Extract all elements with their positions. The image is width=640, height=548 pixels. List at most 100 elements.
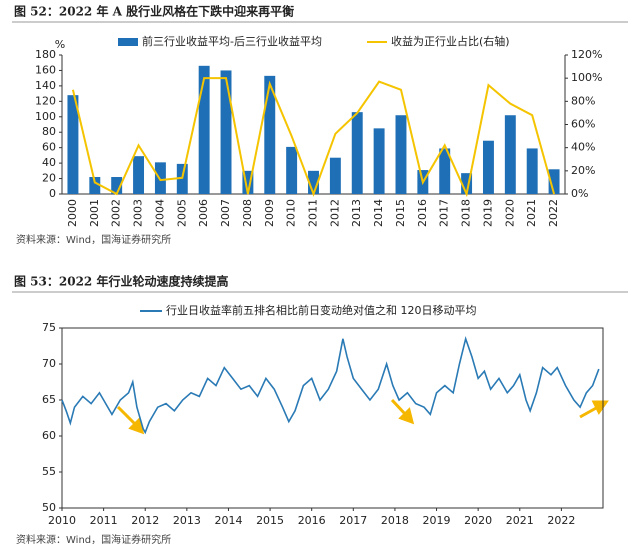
x-tick-label: 2007 xyxy=(219,199,232,227)
x-tick-label: 2011 xyxy=(307,199,320,227)
arrow xyxy=(579,405,599,419)
legend-swatch xyxy=(118,38,138,46)
x-tick-label: 2019 xyxy=(481,199,494,227)
x-tick-label: 2014 xyxy=(214,514,242,527)
bar xyxy=(286,146,298,194)
bar xyxy=(461,173,473,194)
y2-tick-label: 0% xyxy=(571,187,588,200)
bar xyxy=(111,177,123,194)
bar xyxy=(351,112,363,194)
annotation-arrows xyxy=(116,398,609,435)
x-tick-label: 2021 xyxy=(525,199,538,227)
x-tick-label: 2002 xyxy=(110,199,123,227)
line xyxy=(71,77,556,198)
y2-tick-label: 40% xyxy=(571,141,595,154)
x-tick-label: 2010 xyxy=(285,199,298,227)
arrow-head xyxy=(398,407,415,425)
y-tick-label: 140 xyxy=(35,79,56,92)
source-note: 资料来源：Wind，国海证券研究所 xyxy=(16,533,171,546)
bar xyxy=(548,169,560,194)
x-tick-label: 2018 xyxy=(460,199,473,227)
x-tick-label: 2001 xyxy=(88,199,101,227)
y-tick-label: 75 xyxy=(42,321,56,334)
bar xyxy=(395,115,407,194)
x-tick-label: 2000 xyxy=(66,199,79,227)
legend-label: 收益为正行业占比(右轴) xyxy=(391,34,510,48)
bar xyxy=(504,115,516,194)
legend-label: 前三行业收益平均-后三行业收益平均 xyxy=(142,34,322,48)
y-tick-label: 70 xyxy=(42,357,56,370)
bar xyxy=(526,148,538,194)
y-tick-label: 180 xyxy=(35,48,56,61)
x-tick-label: 2003 xyxy=(132,199,145,227)
y2-tick-label: 60% xyxy=(571,118,595,131)
x-tick-label: 2015 xyxy=(394,199,407,227)
bar xyxy=(67,95,79,194)
bar xyxy=(308,170,319,194)
y-tick-label: 20 xyxy=(42,172,56,185)
x-tick-label: 2016 xyxy=(416,199,429,227)
bar xyxy=(482,140,494,194)
y-tick-label: 50 xyxy=(42,501,56,514)
x-tick-label: 2005 xyxy=(175,199,188,227)
x-tick-label: 2017 xyxy=(438,199,451,227)
y-tick-label: 60 xyxy=(42,141,56,154)
x-tick-label: 2020 xyxy=(503,199,516,227)
bar xyxy=(133,156,145,194)
figure-title: 图 52：2022 年 A 股行业风格在下跌中迎来再平衡 xyxy=(14,4,294,19)
x-tick-label: 2015 xyxy=(256,514,284,527)
bar xyxy=(264,75,276,194)
bar xyxy=(176,163,188,194)
x-tick-label: 2013 xyxy=(350,199,363,227)
bar xyxy=(439,148,451,194)
y2-tick-label: 100% xyxy=(571,71,602,84)
x-tick-label: 2020 xyxy=(464,514,492,527)
x-tick-label: 2011 xyxy=(90,514,118,527)
plot-frame xyxy=(61,327,604,509)
x-tick-label: 2018 xyxy=(381,514,409,527)
bar xyxy=(329,157,341,194)
x-tick-label: 2013 xyxy=(173,514,201,527)
y-tick-label: 80 xyxy=(42,125,56,138)
y-tick-label: 120 xyxy=(35,94,56,107)
legend-label: 行业日收益率前五排名相比前日变动绝对值之和 120日移动平均 xyxy=(166,303,477,317)
x-tick-label: 2016 xyxy=(298,514,326,527)
y2-tick-label: 120% xyxy=(571,48,602,61)
x-tick-label: 2008 xyxy=(241,199,254,227)
y-tick-label: 65 xyxy=(42,393,56,406)
bar xyxy=(154,162,166,194)
x-tick-label: 2022 xyxy=(547,199,560,227)
y-tick-label: 0 xyxy=(49,187,56,200)
arrow-head xyxy=(128,417,145,435)
x-tick-label: 2010 xyxy=(48,514,76,527)
x-tick-label: 2014 xyxy=(372,199,385,227)
arrow-head xyxy=(591,400,609,415)
bar xyxy=(373,128,385,194)
x-tick-label: 2017 xyxy=(339,514,367,527)
x-tick-label: 2022 xyxy=(547,514,575,527)
line xyxy=(61,335,600,435)
y-axis-label: % xyxy=(55,38,65,51)
source-note: 资料来源：Wind，国海证券研究所 xyxy=(16,233,171,246)
y-tick-label: 60 xyxy=(42,429,56,442)
y-tick-label: 160 xyxy=(35,63,56,76)
bar xyxy=(89,177,101,194)
y2-tick-label: 80% xyxy=(571,94,595,107)
bar xyxy=(198,65,210,194)
arrow xyxy=(116,405,138,427)
bar xyxy=(242,170,254,194)
x-tick-label: 2009 xyxy=(263,199,276,227)
y-tick-label: 40 xyxy=(42,156,56,169)
x-tick-label: 2004 xyxy=(153,199,166,227)
x-tick-label: 2012 xyxy=(328,199,341,227)
y2-tick-label: 20% xyxy=(571,164,595,177)
x-tick-label: 2012 xyxy=(131,514,159,527)
y-tick-label: 55 xyxy=(42,465,56,478)
x-tick-label: 2019 xyxy=(423,514,451,527)
figure-title: 图 53：2022 年行业轮动速度持续提高 xyxy=(14,274,228,289)
x-tick-label: 2021 xyxy=(506,514,534,527)
x-tick-label: 2006 xyxy=(197,199,210,227)
bar xyxy=(220,70,232,194)
arrow xyxy=(390,398,408,417)
